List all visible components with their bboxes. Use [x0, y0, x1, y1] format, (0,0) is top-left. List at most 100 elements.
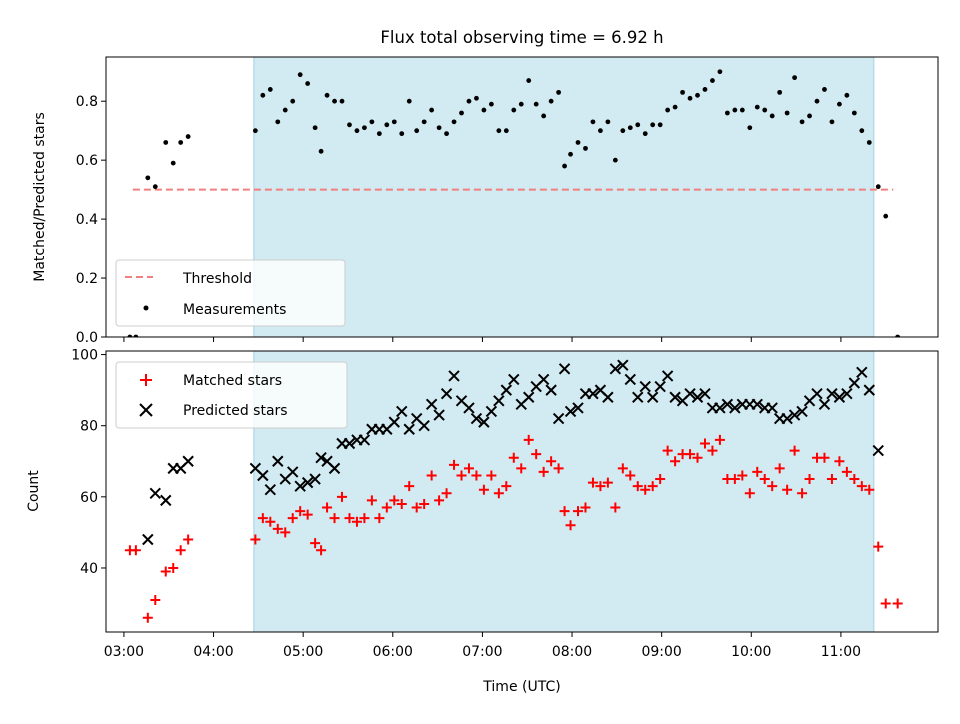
matched-stars-point-48 [546, 456, 557, 467]
matched-stars-point-82 [797, 488, 808, 499]
matched-stars-point-60 [632, 481, 643, 492]
measurements-point-69 [702, 87, 708, 92]
measurements-point-30 [414, 128, 420, 134]
predicted-stars-point-29 [418, 419, 430, 432]
predicted-stars-point-47 [552, 412, 565, 425]
predicted-stars-point-2 [160, 494, 172, 507]
measurements-point-93 [883, 213, 889, 219]
matched-stars-point-75 [744, 488, 755, 499]
measurements-point-67 [687, 95, 693, 101]
measurements-point-79 [777, 89, 783, 95]
matched-stars-point-91 [864, 484, 875, 495]
predicted-stars-point-33 [448, 370, 460, 382]
predicted-stars-point-8 [264, 484, 277, 496]
matched-stars-point-67 [685, 449, 696, 460]
matched-stars-point-78 [767, 481, 778, 492]
predicted-stars-point-90 [872, 444, 884, 457]
matched-legend-marker [140, 374, 152, 386]
matched-stars-point-93 [880, 598, 891, 609]
matched-stars-point-71 [714, 434, 725, 445]
measurements-point-90 [859, 128, 865, 134]
measurements-point-24 [369, 119, 375, 125]
top-y-tick-label-3: 0.6 [76, 153, 98, 169]
matched-stars-point-58 [617, 463, 628, 474]
measurements-point-31 [421, 119, 427, 125]
matched-stars-point-7 [183, 534, 194, 545]
matched-stars-point-22 [351, 516, 362, 527]
predicted-stars-point-12 [294, 480, 306, 492]
x-tick-label-4: 07:00 [462, 644, 502, 660]
measurements-point-25 [376, 131, 382, 137]
measurements-point-91 [866, 140, 872, 145]
predicted-stars-point-61 [654, 380, 666, 393]
matched-stars-point-76 [752, 466, 763, 477]
bottom-y-tick-label-2: 80 [80, 419, 98, 435]
matched-stars-point-11 [272, 523, 283, 534]
matched-stars-point-44 [516, 463, 527, 474]
top-shade-rect [253, 57, 874, 337]
predicted-stars-point-54 [602, 391, 614, 403]
predicted-stars-point-37 [478, 416, 490, 428]
matched-stars-point-81 [789, 445, 800, 456]
measurements-point-2 [145, 175, 151, 181]
matched-stars-point-16 [310, 538, 321, 549]
predicted-stars-point-74 [751, 398, 763, 411]
predicted-stars-point-7 [257, 469, 269, 482]
x-tick-label-1: 04:00 [193, 644, 233, 660]
predicted-stars-point-39 [493, 395, 505, 407]
measurements-point-4 [163, 140, 169, 145]
measurements-point-57 [612, 157, 618, 163]
measurements-point-35 [451, 119, 457, 125]
matched-stars-point-46 [531, 449, 542, 460]
predicted-stars-point-52 [587, 387, 599, 400]
matched-stars-point-34 [441, 488, 452, 499]
measurements-point-82 [799, 119, 805, 125]
measurements-point-43 [511, 107, 517, 113]
measurements-point-36 [459, 110, 464, 116]
chart-title: Flux total observing time = 6.92 h [380, 28, 663, 47]
measurements-point-68 [695, 92, 700, 98]
matched-stars-point-40 [486, 470, 497, 481]
predicted-stars-point-36 [470, 412, 483, 425]
measurements-point-38 [474, 95, 479, 101]
matched-stars-point-43 [508, 452, 519, 463]
predicted-stars-point-58 [632, 391, 644, 403]
top-y-axis-label: Matched/Predicted stars [32, 112, 48, 282]
measurements-point-84 [814, 98, 820, 104]
matched-stars-point-15 [302, 509, 313, 520]
matched-stars-point-6 [175, 545, 186, 556]
measurements-point-81 [792, 75, 798, 81]
matched-stars-point-59 [625, 470, 636, 481]
measurements-point-21 [347, 122, 352, 128]
measurements-point-86 [829, 119, 835, 125]
bottom-y-axis-label: Count [26, 470, 42, 512]
predicted-stars-point-57 [624, 373, 637, 386]
measurements-point-11 [275, 119, 281, 125]
predicted-stars-point-89 [863, 384, 875, 396]
x-tick-label-2: 05:00 [283, 644, 323, 660]
x-tick-label-5: 08:00 [552, 644, 592, 660]
measurements-point-55 [598, 128, 603, 134]
matched-stars-point-77 [759, 474, 770, 485]
measurements-point-20 [339, 98, 345, 104]
predicted-stars-point-32 [440, 387, 453, 400]
top-y-tick-label-1: 0.2 [76, 271, 98, 287]
predicted-stars-point-66 [691, 391, 704, 403]
measurements-point-44 [518, 101, 524, 107]
top-legend: Threshold Measurements [115, 259, 346, 327]
predicted-legend-label: Predicted stars [183, 403, 288, 419]
measurements-point-47 [541, 113, 547, 119]
measurements-point-8 [252, 128, 258, 134]
bottom-y-tick-label-0: 40 [80, 561, 98, 577]
measurements-point-16 [312, 125, 318, 131]
measurements-point-28 [399, 131, 405, 137]
measurements-point-65 [672, 104, 678, 110]
predicted-stars-point-31 [433, 409, 445, 421]
predicted-legend-marker [139, 403, 153, 417]
matched-stars-point-26 [381, 502, 392, 513]
predicted-stars-point-27 [403, 423, 415, 435]
measurements-point-61 [642, 131, 648, 137]
threshold-legend-label: Threshold [182, 271, 252, 287]
measurements-point-88 [844, 92, 850, 98]
